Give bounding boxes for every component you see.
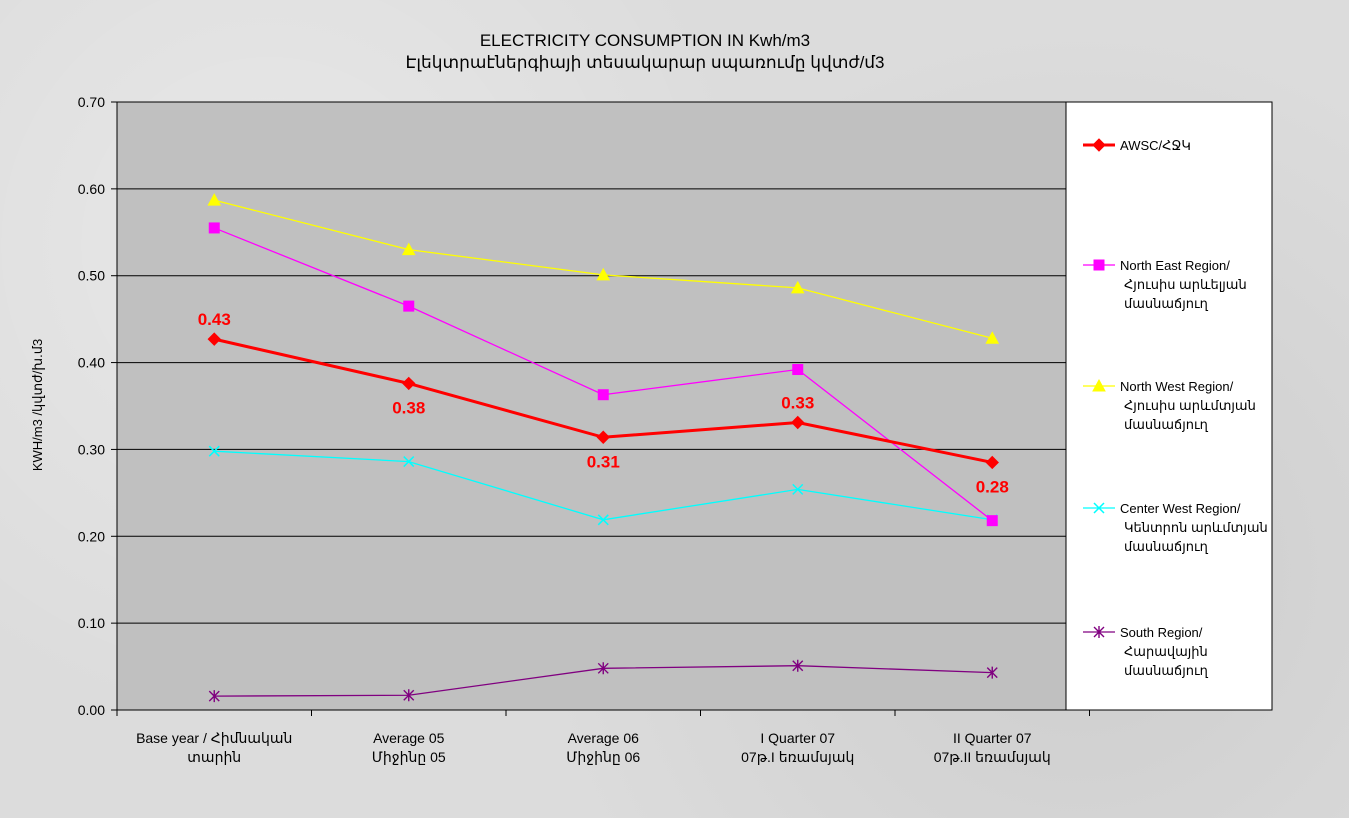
- legend-entry: South Region/Հարավային մասնաճյուղ: [1120, 625, 1209, 678]
- data-point-marker: [792, 659, 804, 672]
- data-point-marker: [792, 364, 804, 376]
- chart-subtitle: Էլեկտրաէներգիայի տեսակարար սպառումը կվտժ…: [405, 53, 884, 72]
- data-label: 0.43: [198, 310, 231, 329]
- data-point-marker: [985, 331, 1000, 344]
- chart-title: ELECTRICITY CONSUMPTION IN Kwh/m3: [480, 31, 810, 50]
- data-point-marker: [208, 445, 220, 457]
- y-tick-label: 0.00: [78, 702, 105, 718]
- data-point-marker: [596, 267, 611, 281]
- legend-box: [1065, 101, 1273, 711]
- data-point-marker: [1092, 138, 1106, 152]
- legend-entry: AWSC/ՀՋԿ: [1120, 138, 1191, 153]
- x-tick-label: Base year / Հիմնական տարին: [136, 730, 292, 765]
- data-point-marker: [792, 483, 804, 495]
- data-point-marker: [1093, 502, 1105, 514]
- data-point-marker: [791, 415, 805, 430]
- y-tick-label: 0.60: [78, 181, 105, 197]
- y-tick-label: 0.70: [78, 94, 105, 110]
- data-point-marker: [1092, 378, 1106, 392]
- x-tick-label: II Quarter 07 07թ.II եռամսյակ: [934, 730, 1051, 765]
- data-point-marker: [597, 389, 609, 401]
- data-label: 0.38: [392, 398, 425, 417]
- y-tick-label: 0.40: [78, 355, 105, 371]
- y-tick-label: 0.10: [78, 615, 105, 631]
- data-point-marker: [207, 332, 221, 346]
- data-point-marker: [1093, 626, 1105, 638]
- x-tick-label: I Quarter 07 07թ.I եռամսյակ: [741, 730, 854, 765]
- data-point-marker: [207, 193, 222, 206]
- data-point-marker: [596, 430, 610, 444]
- y-tick-label: 0.30: [78, 441, 105, 457]
- data-label: 0.33: [781, 394, 814, 413]
- data-point-marker: [401, 242, 416, 256]
- data-point-marker: [597, 514, 609, 526]
- data-point-marker: [403, 689, 415, 702]
- legend-entry: Center West Region/Կենտրոն արևմտյան մասնա…: [1120, 501, 1268, 554]
- y-tick-label: 0.20: [78, 528, 105, 544]
- data-point-marker: [402, 376, 416, 391]
- legend-entry: North West Region/Հյուսիս արևմտյան մասնաճ…: [1120, 379, 1256, 432]
- data-label: 0.31: [587, 452, 620, 471]
- data-point-marker: [790, 280, 805, 294]
- data-point-marker: [985, 455, 999, 470]
- plot-area: 0.00 0.10 0.20 0.30 0.40 0.50 0.60 0.70 Base yea…: [78, 94, 1090, 765]
- data-point-marker: [986, 515, 998, 527]
- y-tick-label: 0.50: [78, 268, 105, 284]
- data-point-marker: [208, 690, 220, 703]
- data-point-marker: [208, 222, 220, 234]
- data-point-marker: [986, 666, 998, 679]
- x-tick-label: Average 05 Միջինը 05: [372, 730, 446, 765]
- legend: AWSC/ՀՋԿ North East Region/Հյուսիս արևելյ…: [1065, 101, 1273, 711]
- data-point-marker: [403, 300, 415, 312]
- data-point-marker: [1093, 259, 1105, 271]
- x-tick-label: Average 06 Միջինը 06: [566, 730, 640, 765]
- plot-background: [116, 101, 1087, 711]
- data-label: 0.28: [976, 477, 1009, 496]
- legend-entry: North East Region/Հյուսիս արևելյան մասնաճ…: [1120, 258, 1247, 311]
- data-point-marker: [403, 456, 415, 468]
- data-point-marker: [597, 662, 609, 675]
- y-axis-label: KWH/m3 /կվտժ/խ.մ3: [30, 339, 45, 471]
